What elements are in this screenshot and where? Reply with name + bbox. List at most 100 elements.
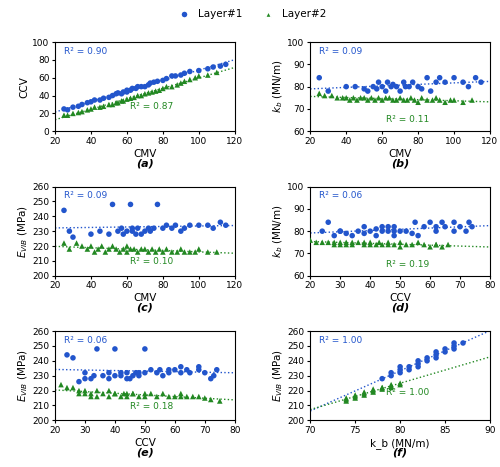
Point (444, 241, 452, 248)
Point (330, 239, 338, 246)
Point (150, 225, 158, 232)
Point (186, 76, 194, 83)
Point (320, 92, 328, 99)
Point (404, 96, 411, 104)
Point (99, 390, 107, 397)
Point (405, 366, 413, 374)
Point (414, 357, 422, 365)
Point (342, 241, 350, 248)
Point (134, 92, 141, 99)
Point (74, 103, 82, 110)
Point (351, 83, 359, 91)
Point (450, 219, 458, 226)
Point (333, 94, 341, 101)
Point (418, 94, 426, 101)
Point (216, 397, 224, 405)
Point (348, 241, 356, 248)
Point (114, 227, 122, 235)
Point (414, 232, 422, 240)
Point (441, 78, 449, 86)
Point (318, 239, 326, 246)
Point (141, 390, 149, 397)
Point (353, 96, 361, 104)
Point (204, 221, 212, 229)
Point (306, 236, 314, 244)
Point (126, 245, 134, 253)
Point (132, 369, 140, 376)
X-axis label: CMV: CMV (388, 149, 412, 159)
Point (372, 225, 380, 233)
Point (148, 245, 156, 253)
Point (402, 241, 410, 248)
Point (173, 248, 181, 256)
Point (408, 78, 416, 86)
Point (315, 90, 323, 97)
Point (87, 393, 95, 400)
Point (156, 86, 164, 94)
Point (372, 232, 380, 240)
Point (400, 96, 407, 104)
Point (360, 223, 368, 230)
Point (165, 366, 173, 374)
Point (396, 366, 404, 374)
Point (396, 87, 404, 95)
Point (90, 372, 98, 379)
Point (441, 348, 449, 356)
Point (177, 390, 185, 397)
Point (135, 369, 143, 376)
Point (369, 387, 377, 394)
Point (114, 99, 122, 106)
Point (129, 390, 137, 397)
Point (165, 369, 173, 376)
Point (177, 393, 185, 400)
Point (342, 239, 350, 246)
Point (390, 232, 398, 240)
Point (180, 225, 188, 232)
Point (204, 248, 212, 256)
Point (468, 96, 476, 104)
Point (414, 83, 422, 91)
Point (387, 372, 395, 379)
Point (117, 372, 125, 379)
Point (156, 245, 164, 253)
Point (354, 239, 362, 246)
Point (396, 243, 404, 250)
Point (117, 393, 125, 400)
Point (132, 85, 140, 92)
Point (195, 366, 203, 374)
Point (116, 248, 124, 256)
Point (360, 85, 368, 92)
Point (60, 206, 68, 214)
Y-axis label: CCV: CCV (20, 76, 30, 98)
Point (384, 241, 392, 248)
Point (378, 384, 386, 391)
Point (348, 239, 356, 246)
Point (389, 81, 397, 88)
Point (374, 94, 382, 101)
Point (135, 372, 143, 379)
Point (126, 375, 134, 382)
Point (72, 239, 80, 247)
Point (112, 99, 120, 106)
Point (93, 345, 101, 353)
Point (426, 87, 434, 95)
Point (75, 387, 83, 394)
Point (408, 230, 416, 237)
Point (346, 96, 354, 104)
Point (392, 96, 400, 104)
Point (342, 397, 350, 405)
Text: R² = 1.00: R² = 1.00 (386, 389, 429, 397)
Point (141, 345, 149, 353)
Point (168, 248, 176, 256)
Point (105, 101, 113, 108)
Point (162, 221, 170, 229)
Point (207, 396, 215, 403)
Point (400, 78, 407, 86)
Point (209, 63, 217, 71)
Point (207, 375, 215, 382)
Point (384, 227, 392, 235)
Point (129, 390, 137, 397)
Legend: Layer#1, Layer#2: Layer#1, Layer#2 (170, 5, 330, 23)
Point (384, 239, 392, 246)
Point (134, 83, 141, 91)
